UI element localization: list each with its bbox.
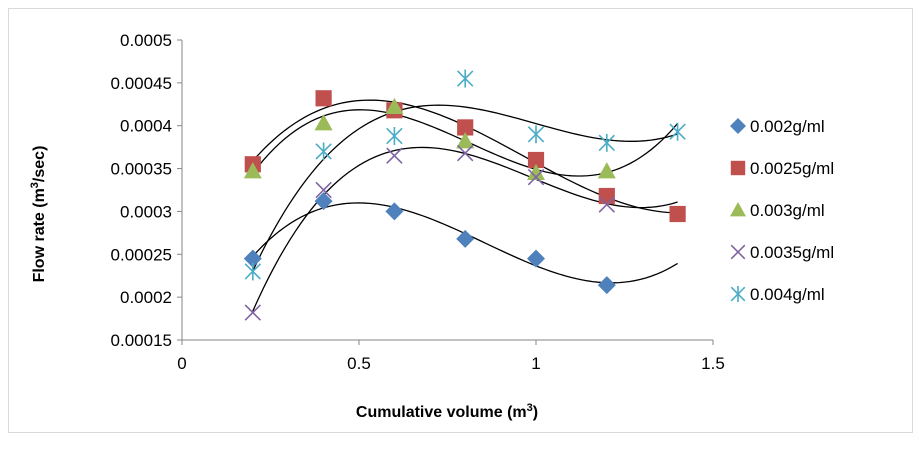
data-point-series-1: [456, 229, 475, 248]
data-point-series-4: [244, 304, 262, 321]
x-tick-label: 0: [177, 354, 186, 373]
x-tick-label: 0.5: [347, 354, 371, 373]
legend-marker: [730, 244, 746, 260]
y-tick-label: 0.00035: [111, 160, 172, 179]
data-point-series-4: [386, 147, 403, 164]
data-point-series-5: [669, 122, 686, 141]
legend-label: 0.0035g/ml: [750, 243, 834, 262]
data-point-series-5: [527, 125, 545, 144]
data-point-series-5: [456, 69, 474, 88]
data-point-series-2: [457, 119, 474, 136]
data-point-series-3: [314, 114, 333, 131]
x-axis-title: Cumulative volume (m3): [356, 402, 538, 421]
data-point-series-4: [456, 144, 474, 162]
data-point-series-1: [314, 192, 333, 211]
legend-label: 0.0025g/ml: [750, 159, 834, 178]
data-point-series-5: [598, 133, 616, 152]
data-points: [243, 69, 686, 321]
y-tick-label: 0.00025: [111, 245, 172, 264]
x-axis-ticks: 0 0.5 1 1.5: [177, 340, 725, 373]
data-point-series-1: [243, 249, 262, 268]
legend-label: 0.002g/ml: [750, 117, 825, 136]
data-point-series-3: [243, 162, 262, 179]
legend-marker: [730, 202, 746, 217]
data-point-series-4: [598, 196, 616, 213]
data-point-series-2: [315, 90, 332, 107]
data-point-series-3: [456, 132, 475, 149]
data-point-series-5: [315, 142, 332, 161]
x-tick-label: 1: [531, 354, 540, 373]
data-point-series-2: [527, 151, 545, 169]
y-tick-label: 0.0003: [120, 202, 172, 221]
data-point-series-5: [386, 127, 403, 145]
data-point-series-1: [385, 202, 404, 221]
y-tick-label: 0.00015: [111, 331, 172, 350]
chart-frame: [8, 8, 913, 433]
y-tick-label: 0.0002: [120, 288, 172, 307]
y-tick-label: 0.00045: [111, 74, 172, 93]
legend-label: 0.003g/ml: [750, 201, 825, 220]
data-point-series-1: [527, 249, 545, 268]
legend-marker: [730, 160, 746, 176]
y-axis-title: Flow rate (m3/sec): [29, 146, 48, 283]
y-tick-label: 0.0004: [120, 117, 172, 136]
legend-marker: [730, 118, 746, 134]
legend-marker: [730, 286, 746, 302]
y-tick-label: 0.0005: [120, 31, 172, 50]
y-axis-ticks: 0.00015 0.0002 0.00025 0.0003 0.00035 0.0004 0…: [111, 31, 182, 350]
data-point-series-4: [315, 181, 332, 199]
data-point-series-1: [597, 276, 616, 295]
data-point-series-3: [385, 97, 404, 115]
data-point-series-3: [597, 162, 616, 179]
legend: 0.002g/ml 0.0025g/ml 0.003g/ml 0.0035g/ml 0.…: [730, 117, 834, 304]
data-point-series-2: [598, 187, 615, 205]
data-point-series-5: [244, 262, 262, 281]
data-point-series-4: [527, 168, 545, 186]
x-tick-label: 1.5: [701, 354, 725, 373]
data-point-series-3: [527, 163, 545, 181]
legend-label: 0.004g/ml: [750, 285, 825, 304]
data-point-series-2: [669, 205, 686, 223]
